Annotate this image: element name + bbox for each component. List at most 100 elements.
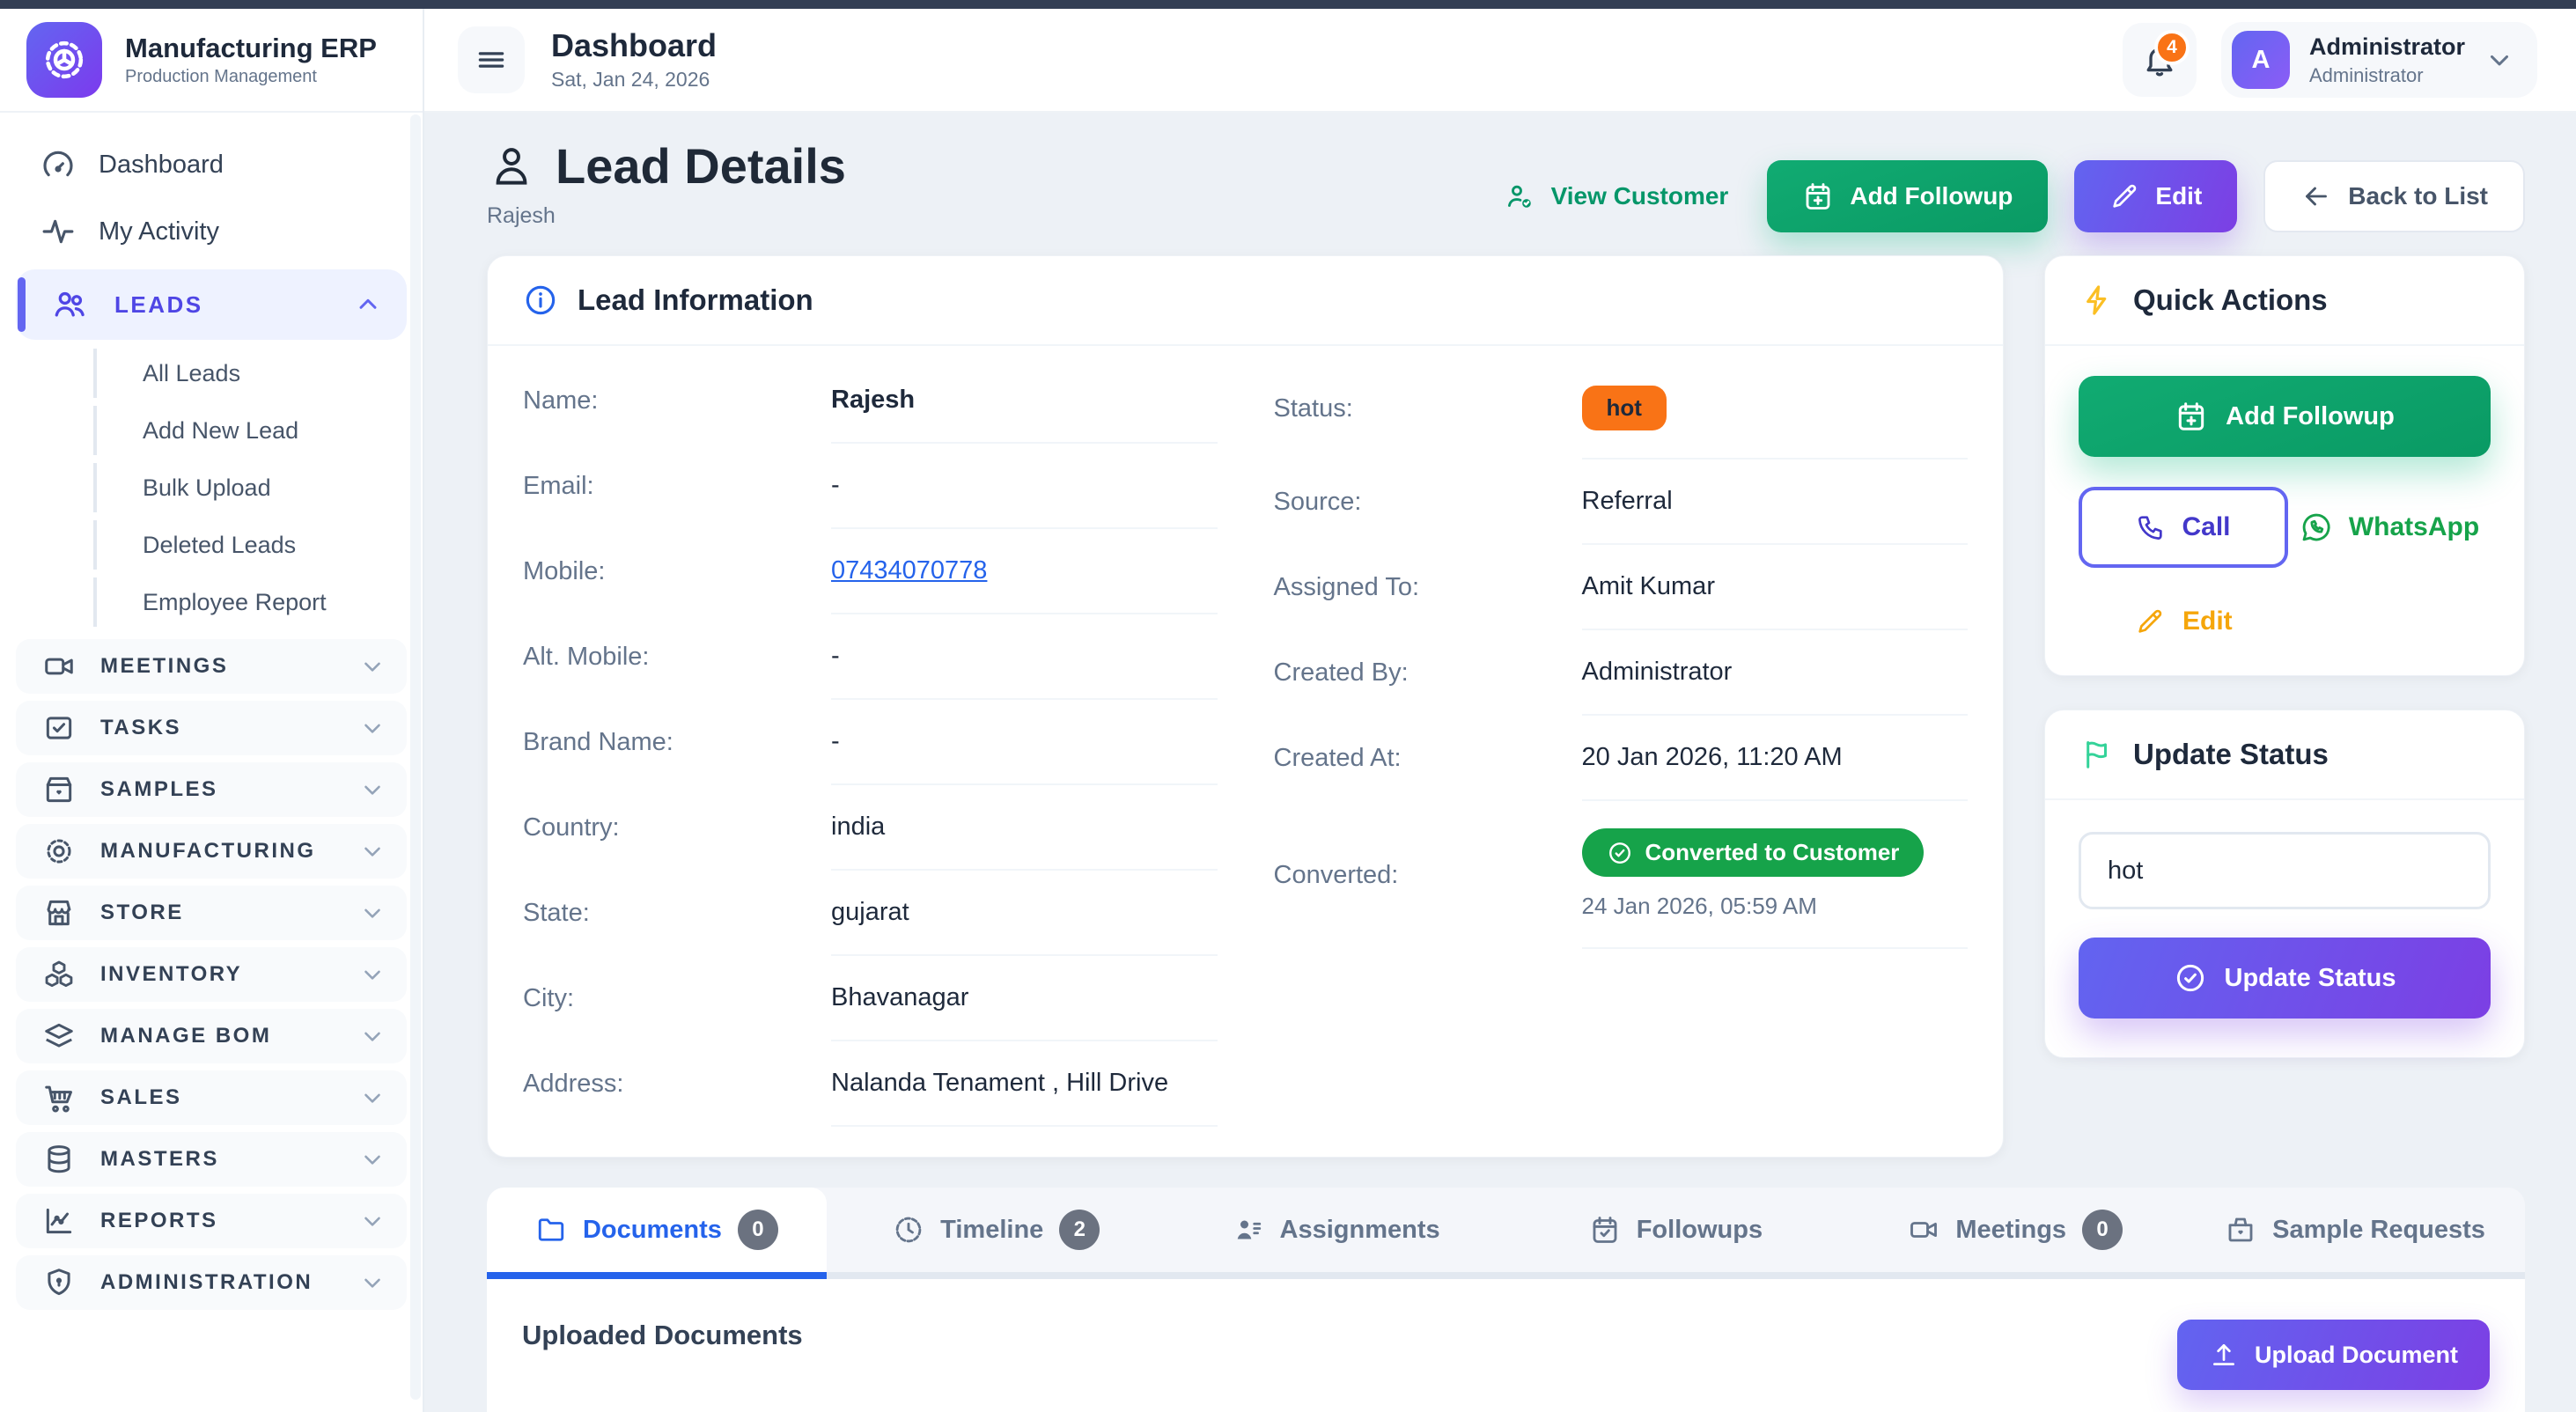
group-label: MANUFACTURING (100, 839, 316, 863)
tab-label: Assignments (1279, 1215, 1440, 1244)
sample-box-icon (42, 773, 76, 806)
activity-icon (40, 214, 76, 249)
sidebar-scrollbar[interactable] (410, 114, 421, 1400)
group-label: MASTERS (100, 1147, 219, 1171)
sidebar-item-add-new-lead[interactable]: Add New Lead (93, 406, 407, 455)
sidebar-group-meetings[interactable]: MEETINGS (16, 639, 407, 694)
sidebar-group-reports[interactable]: REPORTS (16, 1194, 407, 1248)
chevron-down-icon (2484, 45, 2514, 75)
chevron-down-icon (359, 1146, 386, 1173)
field-label: City: (523, 984, 574, 1012)
sidebar-item-all-leads[interactable]: All Leads (93, 349, 407, 398)
user-menu[interactable]: A Administrator Administrator (2220, 22, 2537, 98)
whatsapp-icon (2300, 511, 2333, 544)
sidebar-group-administration[interactable]: ADMINISTRATION (16, 1255, 407, 1310)
submenu-label: All Leads (143, 359, 241, 386)
cart-icon (42, 1081, 76, 1114)
group-label: TASKS (100, 716, 182, 739)
sidebar-item-leads[interactable]: LEADS (16, 269, 407, 340)
tab-documents[interactable]: Documents 0 (487, 1188, 827, 1279)
view-customer-button[interactable]: View Customer (1491, 160, 1741, 232)
sidebar-item-employee-report[interactable]: Employee Report (93, 577, 407, 627)
chevron-down-icon (359, 961, 386, 988)
group-label: SALES (100, 1085, 182, 1109)
calendar-plus-icon (1802, 180, 1834, 212)
sidebar-item-my-activity[interactable]: My Activity (16, 202, 407, 261)
quick-add-followup-button[interactable]: Add Followup (2079, 376, 2491, 457)
boxes-icon (42, 958, 76, 991)
info-row-created-by: Created By: Administrator (1274, 630, 1968, 716)
sidebar-item-bulk-upload[interactable]: Bulk Upload (93, 463, 407, 512)
sidebar-item-dashboard[interactable]: Dashboard (16, 136, 407, 194)
field-label: Alt. Mobile: (523, 643, 650, 671)
quick-edit-button[interactable]: Edit (2135, 607, 2491, 636)
whatsapp-button[interactable]: WhatsApp (2288, 511, 2491, 544)
field-label: Created At: (1273, 744, 1402, 772)
button-label: Back to List (2348, 182, 2488, 210)
add-followup-button[interactable]: Add Followup (1767, 160, 2049, 232)
top-accent-bar (0, 0, 2576, 9)
tab-assignments[interactable]: Assignments (1166, 1188, 1506, 1279)
sidebar-group-sales[interactable]: SALES (16, 1070, 407, 1125)
shield-icon (42, 1266, 76, 1299)
sidebar-group-samples[interactable]: SAMPLES (16, 762, 407, 817)
info-row-converted: Converted: Converted to Customer (1274, 801, 1968, 949)
info-icon (523, 283, 558, 318)
tab-followups[interactable]: Followups (1505, 1188, 1846, 1279)
sidebar-group-manufacturing[interactable]: MANUFACTURING (16, 824, 407, 879)
tab-meetings[interactable]: Meetings 0 (1845, 1188, 2186, 1279)
page-breadcrumb-title: Dashboard (551, 26, 718, 63)
phone-icon (2136, 512, 2166, 542)
info-row-email: Email: - (523, 444, 1218, 529)
sidebar-group-masters[interactable]: MASTERS (16, 1132, 407, 1187)
detail-tabs-section: Documents 0 Timeline 2 (487, 1188, 2525, 1412)
sidebar: Manufacturing ERP Production Management … (0, 9, 424, 1412)
mobile-link[interactable]: 07434070778 (831, 556, 988, 585)
hamburger-menu-button[interactable] (458, 26, 525, 93)
sidebar-item-label: Dashboard (99, 150, 224, 179)
update-status-button[interactable]: Update Status (2079, 938, 2491, 1019)
chevron-down-icon (359, 1023, 386, 1049)
tab-sample-requests[interactable]: Sample Requests (2185, 1188, 2525, 1279)
sidebar-group-manage-bom[interactable]: MANAGE BOM (16, 1009, 407, 1063)
sidebar-item-label: My Activity (99, 217, 219, 246)
info-row-name: Name: Rajesh (523, 358, 1218, 444)
chevron-down-icon (359, 900, 386, 926)
converted-date: 24 Jan 2026, 05:59 AM (1581, 893, 1817, 919)
card-title: Update Status (2133, 738, 2329, 770)
page-title: Lead Details (556, 138, 846, 194)
app-subtitle: Production Management (125, 67, 317, 87)
sidebar-item-deleted-leads[interactable]: Deleted Leads (93, 520, 407, 570)
notifications-button[interactable]: 4 (2122, 23, 2197, 97)
field-value: Referral (1581, 460, 1968, 545)
edit-button[interactable]: Edit (2074, 160, 2238, 232)
back-to-list-button[interactable]: Back to List (2263, 160, 2525, 232)
user-list-icon (1233, 1214, 1264, 1246)
gauge-icon (40, 147, 76, 182)
field-value: Nalanda Tenament , Hill Drive (831, 1041, 1218, 1127)
sidebar-group-tasks[interactable]: TASKS (16, 701, 407, 755)
calendar-check-icon (1589, 1214, 1621, 1246)
info-row-alt-mobile: Alt. Mobile: - (523, 614, 1218, 700)
app-logo-block: Manufacturing ERP Production Management (0, 9, 423, 113)
field-label: Address: (523, 1070, 624, 1098)
sidebar-group-store[interactable]: STORE (16, 886, 407, 940)
tab-label: Followups (1636, 1215, 1763, 1244)
info-row-state: State: gujarat (523, 871, 1218, 956)
video-icon (42, 650, 76, 683)
upload-document-button[interactable]: Upload Document (2176, 1320, 2490, 1390)
call-button[interactable]: Call (2079, 487, 2288, 568)
tab-bar: Documents 0 Timeline 2 (487, 1188, 2525, 1279)
group-label: REPORTS (100, 1209, 218, 1232)
tab-label: Sample Requests (2272, 1215, 2485, 1244)
quick-actions-card: Quick Actions Add Followup (2044, 255, 2525, 676)
status-select[interactable]: hot (2079, 832, 2491, 909)
bolt-icon (2080, 283, 2114, 317)
tab-timeline[interactable]: Timeline 2 (826, 1188, 1167, 1279)
info-row-status: Status: hot (1274, 358, 1968, 460)
sidebar-group-inventory[interactable]: INVENTORY (16, 947, 407, 1002)
content-area: Lead Details Rajesh View Customer (424, 113, 2576, 1412)
field-label: Email: (523, 472, 594, 500)
info-row-country: Country: india (523, 785, 1218, 871)
